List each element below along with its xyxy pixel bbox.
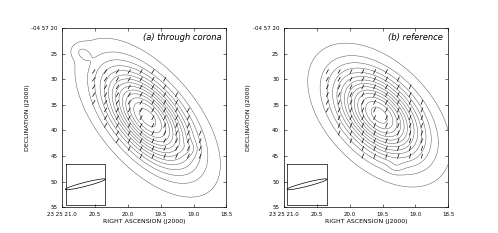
X-axis label: RIGHT ASCENSION (J2000): RIGHT ASCENSION (J2000) bbox=[325, 219, 407, 224]
Text: (a) through corona: (a) through corona bbox=[143, 33, 222, 42]
Y-axis label: DECLINATION (J2000): DECLINATION (J2000) bbox=[246, 84, 251, 151]
Y-axis label: DECLINATION (J2000): DECLINATION (J2000) bbox=[24, 84, 29, 151]
X-axis label: RIGHT ASCENSION (J2000): RIGHT ASCENSION (J2000) bbox=[103, 219, 186, 224]
Text: (b) reference: (b) reference bbox=[388, 33, 443, 42]
